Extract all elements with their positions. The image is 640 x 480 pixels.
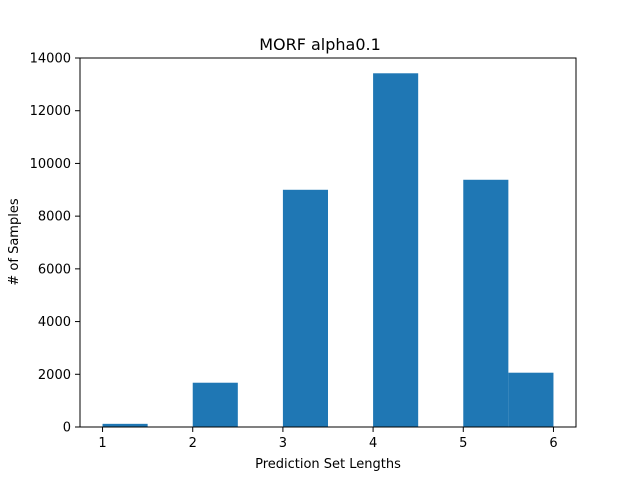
histogram-bar-9 [508,372,554,427]
x-axis-label: Prediction Set Lengths [255,457,401,472]
y-tick-label: 14000 [30,52,71,67]
histogram-bar-6 [373,73,419,427]
histogram-bar-8 [463,179,509,427]
y-tick-label: 0 [63,421,71,436]
bars-group [102,73,554,427]
histogram-bar-4 [282,189,328,427]
x-axis-ticks: 1 2 3 4 5 6 [98,427,558,451]
y-tick-label: 2000 [38,368,71,383]
x-tick-label: 2 [189,436,197,451]
chart-title: MORF alpha0.1 [259,35,381,54]
y-tick-label: 12000 [30,104,71,119]
x-tick-label: 3 [279,436,287,451]
y-axis-label: # of Samples [7,198,22,285]
x-tick-label: 4 [369,436,377,451]
histogram-bar-2 [192,382,238,427]
y-tick-label: 4000 [38,315,71,330]
y-tick-label: 6000 [38,262,71,277]
histogram-bar-0 [102,423,148,427]
y-axis-ticks: 0 2000 4000 6000 8000 10000 12000 14000 [30,52,80,436]
y-tick-label: 8000 [38,210,71,225]
x-tick-label: 6 [549,436,557,451]
x-tick-label: 5 [459,436,467,451]
plot-frame [79,57,577,428]
x-tick-label: 1 [98,436,106,451]
y-tick-label: 10000 [30,157,71,172]
